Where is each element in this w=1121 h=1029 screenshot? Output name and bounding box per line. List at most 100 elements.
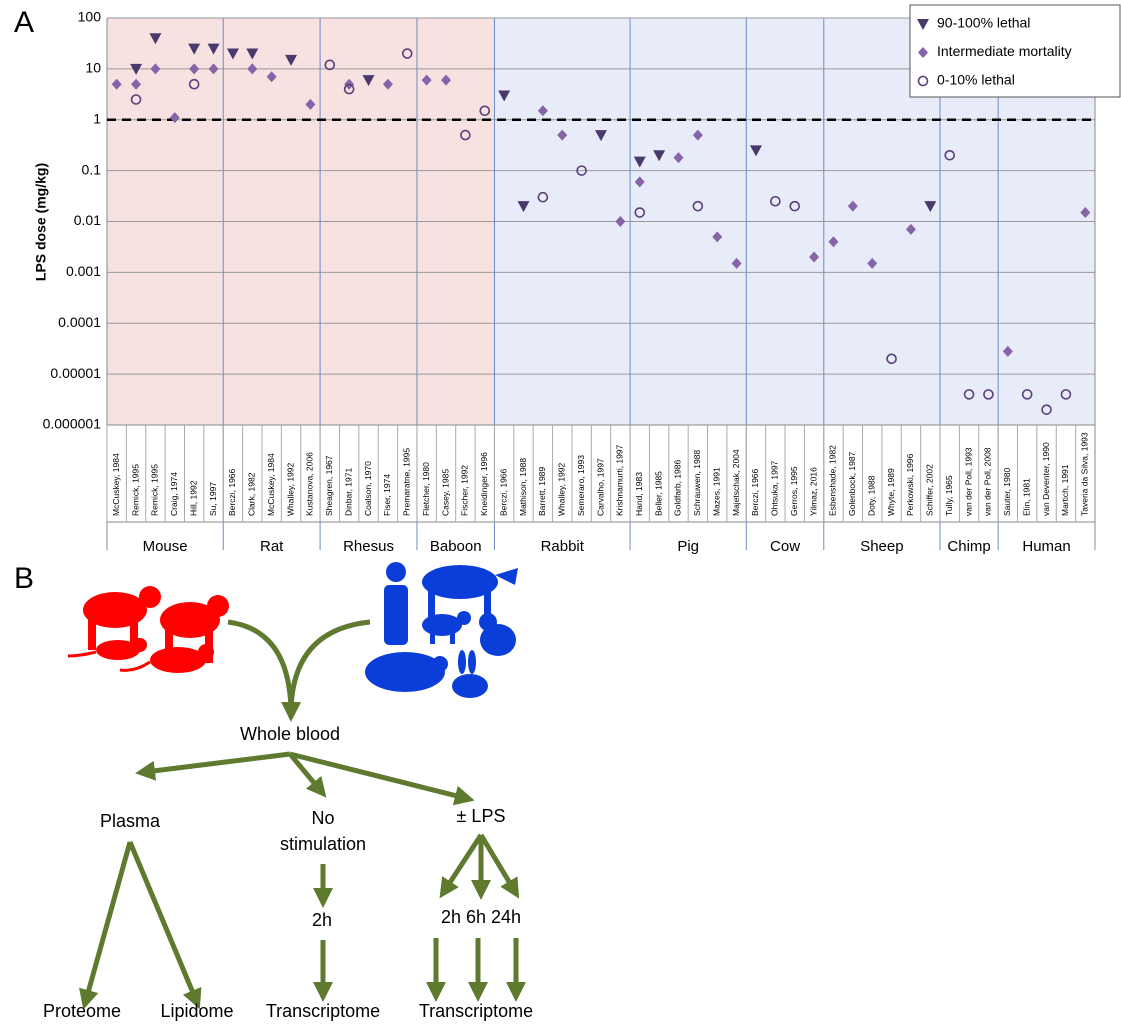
y-axis-label: LPS dose (mg/kg) [33,163,49,281]
x-tick-label: Coalson, 1970 [363,461,373,516]
group-label: Human [1022,538,1070,555]
nonlethal-marker [917,75,929,87]
x-tick-label: Fletcher, 1980 [421,462,431,516]
group-label: Mouse [143,538,188,555]
x-tick-label: Perkowski, 1996 [905,453,915,516]
lethal-marker [917,19,929,30]
lethal-marker [595,130,607,142]
group-label: Cow [770,538,800,555]
group-label: Sheep [860,538,903,555]
x-tick-label: Hill, 1992 [188,480,198,516]
nonlethal-marker [983,389,994,400]
x-tick-label: van der Poll, 2008 [983,447,993,516]
intermediate-marker [615,216,626,227]
panel-label: B [14,562,34,595]
x-tick-label: Carvalho, 1997 [595,458,605,516]
x-tick-label: Doty, 1988 [866,475,876,516]
intermediate-marker [189,63,200,75]
nonlethal-marker [460,129,471,141]
legend-label: 90-100% lethal [937,15,1030,31]
legend-label: 0-10% lethal [937,72,1015,88]
x-tick-label: Beller, 1985 [653,471,663,516]
lethal-marker [517,201,530,213]
intermediate-marker [905,223,916,235]
lethal-marker [226,48,239,60]
intermediate-marker [208,63,219,75]
nonlethal-marker [789,200,801,212]
nonlethal-marker [1060,389,1072,400]
legend-label: Intermediate mortality [937,43,1072,59]
x-tick-label: Schiffer, 2002 [925,464,935,516]
x-tick-label: Sheagren, 1967 [324,455,334,516]
x-tick-label: Ohtsuka, 1997 [770,460,780,516]
nonlethal-marker [479,105,491,117]
intermediate-marker [169,112,180,124]
lethal-marker [188,43,201,55]
x-tick-label: Berczi, 1966 [750,468,760,516]
x-tick-label: Berczi, 1966 [498,468,508,516]
lethal-marker [207,43,220,55]
nonlethal-marker [130,94,142,105]
y-tick-label: 0.001 [66,263,101,279]
intermediate-marker [692,129,703,141]
intermediate-marker [266,71,277,83]
x-tick-label: Remick, 1995 [150,464,160,516]
x-tick-label: van Deventer, 1990 [1041,442,1051,516]
rodent-primate-icons [67,586,229,673]
nonlethal-marker [1021,389,1033,400]
lethal-marker [285,54,298,66]
x-tick-label: Krishnamurti, 1997 [615,444,625,516]
x-tick-label: Premaratne, 1995 [402,448,412,516]
lethal-marker [749,145,762,157]
x-tick-label: Craig, 1974 [169,472,179,516]
x-tick-label: Tully, 1965 [944,475,954,516]
x-tick-label: Fiser, 1974 [382,474,392,516]
diagram-node: Lipidome [160,1001,233,1021]
intermediate-marker [809,251,820,263]
intermediate-marker [111,78,122,90]
x-tick-label: Whalley, 1992 [285,462,295,516]
nonlethal-marker [324,59,336,71]
group-label: Pig [677,538,699,555]
panel-label: A [14,6,34,39]
diagram-node: 2h 6h 24h [441,907,521,927]
x-tick-label: Hand, 1983 [634,472,644,516]
x-tick-label: Majetschak, 2004 [731,449,741,516]
diagram-node: 2h [312,910,332,930]
diagram-arrows [79,619,526,1010]
y-tick-label: 1 [93,110,101,126]
diagram-node: stimulation [280,834,366,854]
x-tick-label: Sauter, 1980 [1002,468,1012,516]
diagram-node: Plasma [100,811,161,831]
intermediate-marker [867,257,878,269]
y-tick-label: 0.00001 [50,365,101,381]
nonlethal-marker [188,78,200,90]
intermediate-marker [1002,345,1013,357]
nonlethal-marker [770,195,781,207]
x-tick-label: Semeraro, 1993 [576,455,586,516]
x-tick-label: McCuskey, 1984 [111,453,121,516]
nonlethal-marker [886,353,897,365]
x-tick-label: McCuskey, 1984 [266,453,276,516]
lethal-marker [130,63,143,75]
x-tick-label: Clark, 1982 [247,472,257,516]
group-label: Rhesus [343,538,394,555]
x-tick-label: Martich, 1991 [1060,464,1070,516]
intermediate-marker [382,78,393,90]
diagram-node: ± LPS [457,806,506,826]
intermediate-marker [150,63,161,75]
x-tick-label: Dinbar, 1971 [343,468,353,516]
x-tick-label: Taveria da Silva, 1993 [1080,432,1090,516]
nonlethal-marker [576,165,587,176]
nonlethal-marker [537,191,549,203]
x-tick-label: Remick, 1995 [130,464,140,516]
intermediate-marker [673,152,684,164]
x-tick-label: Fischer, 1992 [460,465,470,516]
intermediate-marker [731,257,742,269]
x-tick-label: Whalley, 1992 [557,462,567,516]
intermediate-marker [131,78,142,90]
x-tick-label: Whyte, 1989 [886,468,896,516]
x-tick-label: van der Poll, 1993 [963,447,973,516]
